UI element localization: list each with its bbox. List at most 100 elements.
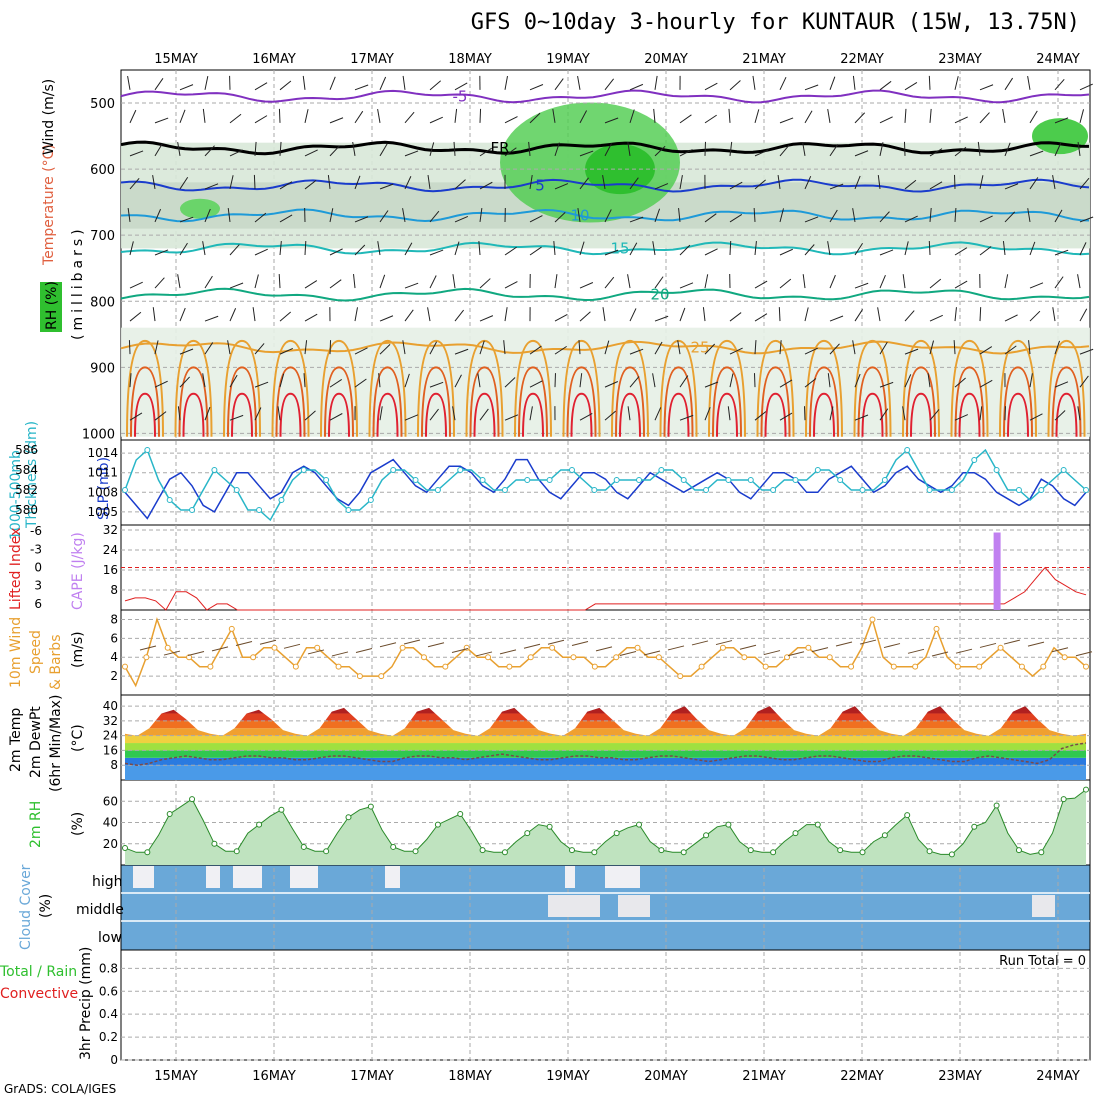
rh2m-point	[524, 830, 531, 837]
wind-barb	[229, 374, 238, 388]
thickness-line-point	[568, 467, 575, 473]
wind-barb	[329, 76, 336, 91]
wind-speed-line-point	[122, 663, 128, 670]
surface-isotherm-arc	[950, 339, 989, 437]
surface-isotherm-arc	[223, 339, 261, 437]
thickness-label-2: Thickness (dm)	[24, 421, 40, 529]
wind-barb	[877, 174, 881, 189]
wind-barb	[852, 208, 856, 223]
cloud-clear-high	[290, 866, 318, 888]
wind-barb	[802, 142, 806, 156]
thickness-line-point	[703, 487, 710, 493]
wind-barb	[779, 412, 793, 421]
cloud-clear-high	[605, 866, 640, 888]
wind-barb	[1079, 375, 1089, 388]
chart-marks: 15MAY 15MAY 16MAY 16MAY 17MAY 17MAY 18MAY 18MAY…	[15, 52, 1094, 1084]
wind-barb	[652, 373, 656, 388]
wind-barb	[404, 414, 419, 421]
wind-barb	[928, 240, 931, 256]
wind-barb	[404, 282, 419, 289]
precip-label-2: Convective	[0, 986, 78, 1002]
wind-barb	[454, 179, 466, 190]
wind-barb	[1004, 314, 1018, 322]
isotherm-line	[120, 241, 1090, 256]
wind-barb	[1054, 249, 1069, 256]
surface-wind-barb	[283, 643, 301, 649]
surface-wind-barb	[475, 651, 493, 657]
rh2m-point	[1060, 796, 1067, 803]
wind-barb	[604, 209, 612, 223]
wind-barb	[829, 315, 844, 322]
wind-barb	[479, 340, 485, 355]
wind-speed-line	[124, 616, 1087, 688]
wind-barb	[829, 183, 844, 190]
wind-barb	[829, 343, 840, 355]
panel-tick-label: 32	[103, 714, 118, 728]
wind-speed-line-point	[207, 663, 214, 670]
panel-tick-label: 0.6	[99, 984, 118, 998]
wind-barb	[227, 208, 231, 223]
wind-barb	[304, 280, 318, 289]
precip-label-1: Total / Rain	[0, 964, 77, 980]
wind-barb	[754, 340, 757, 355]
wind-barb	[979, 379, 993, 388]
wind-barb	[154, 143, 163, 157]
wind-barb	[279, 241, 282, 256]
wind-barb	[154, 340, 159, 355]
date-label-bottom: 23MAY	[938, 1069, 982, 1084]
wind-barb	[929, 409, 940, 421]
pressure-tick-label: 700	[90, 229, 115, 244]
wind-speed-line-point	[591, 663, 598, 670]
wind-barb	[928, 75, 931, 90]
date-label-bottom: 18MAY	[448, 1069, 492, 1084]
wind-barb	[154, 277, 165, 289]
wind-barb	[704, 114, 717, 124]
wind-barb	[429, 381, 444, 388]
wind-barb	[429, 341, 438, 355]
wind-barb	[504, 281, 518, 289]
wind-barb	[704, 381, 719, 388]
wind-barb	[629, 109, 635, 124]
wind-barb	[202, 373, 206, 388]
wind-barb	[902, 406, 906, 421]
wind-barb	[152, 175, 156, 190]
wind-barb	[804, 347, 818, 355]
date-label-bottom: 22MAY	[840, 1069, 884, 1084]
wind-barb	[929, 314, 943, 322]
wind-barb	[504, 414, 519, 421]
li-label: Lifted Index	[8, 528, 24, 610]
wind-barb	[553, 241, 556, 256]
surface-isotherm-arc	[906, 366, 936, 437]
wind-speed-line-point	[933, 625, 940, 632]
rh2m-point	[166, 811, 173, 817]
wind-barb	[329, 413, 343, 421]
temp-band	[125, 765, 1086, 780]
surface-isotherm-arc	[518, 366, 548, 437]
wind-barb	[1028, 340, 1031, 355]
surface-wind-barb	[1027, 641, 1045, 647]
panel-tick-label: 4	[110, 650, 118, 664]
dewpoint-line	[124, 742, 1087, 766]
cloud-label-2: (%)	[38, 894, 54, 918]
wind-speed-line-point	[314, 644, 321, 651]
cloud-clear-middle	[618, 895, 650, 917]
wind-barb	[379, 343, 391, 355]
wind-barb	[753, 207, 756, 222]
panel-tick-label: -3	[30, 542, 42, 556]
wind-barb	[429, 142, 435, 157]
surface-isotherm-arc	[324, 366, 354, 437]
wind-barb	[652, 241, 656, 256]
wind-barb	[554, 314, 568, 322]
temp2m-label-4: (°C)	[70, 724, 86, 752]
thickness-line-point	[926, 487, 933, 493]
wind-barb	[729, 347, 743, 355]
wind-barb	[204, 275, 213, 289]
thickness-line-point	[501, 487, 508, 493]
panel-tick-label: 24	[103, 729, 118, 743]
wind-barb	[503, 340, 506, 355]
rh2m-point	[993, 802, 1000, 809]
rh2m-point	[904, 812, 911, 819]
wind-barb	[404, 176, 412, 190]
wind-barb	[704, 343, 716, 355]
wind-speed-line-point	[655, 654, 662, 661]
